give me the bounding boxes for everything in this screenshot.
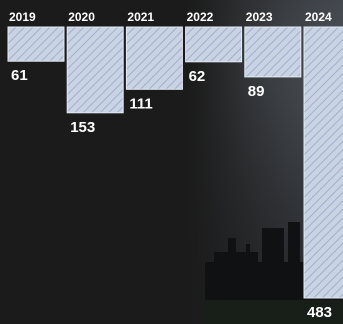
value-label-2023: 89 (248, 83, 265, 100)
bar-2021 (125, 26, 183, 90)
year-label-2020: 2020 (68, 10, 95, 24)
value-label-2024: 483 (307, 304, 332, 321)
value-label-2022: 62 (189, 68, 206, 85)
bar-2023 (244, 26, 302, 78)
year-label-2022: 2022 (187, 10, 214, 24)
year-label-2019: 2019 (9, 10, 36, 24)
value-label-2020: 153 (70, 119, 95, 136)
value-label-2021: 111 (129, 95, 152, 112)
bar-2024 (303, 26, 343, 299)
value-label-2019: 61 (11, 67, 28, 84)
year-label-2021: 2021 (127, 10, 154, 24)
bars (7, 26, 343, 299)
value-labels: 61 153 111 62 89 483 (11, 67, 332, 321)
bar-2019 (7, 26, 65, 62)
bar-2020 (66, 26, 124, 114)
year-label-2024: 2024 (305, 10, 332, 24)
bar-2022 (185, 26, 243, 63)
year-label-2023: 2023 (246, 10, 273, 24)
year-labels: 2019 2020 2021 2022 2023 2024 (9, 10, 332, 24)
